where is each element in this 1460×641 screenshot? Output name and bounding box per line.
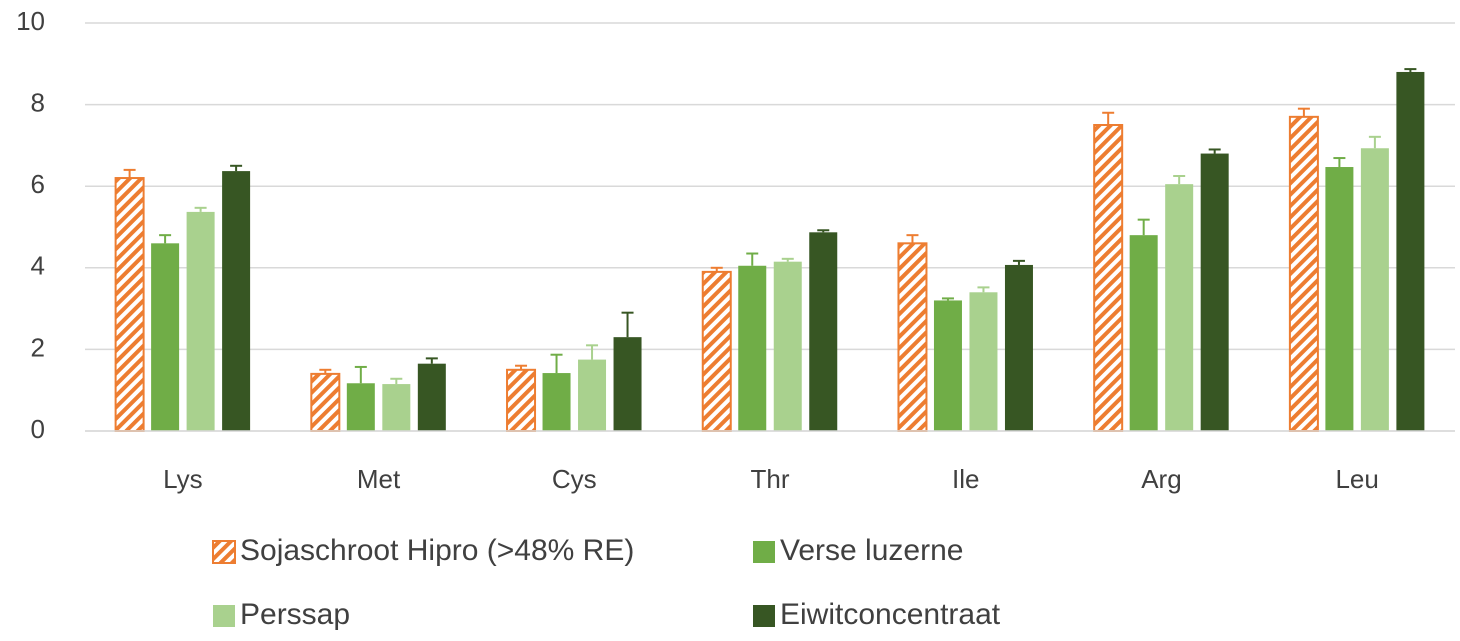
- bar: [933, 300, 962, 431]
- error-bar: [1368, 135, 1381, 149]
- bar: [738, 265, 767, 431]
- y-tick-label: 10: [16, 6, 45, 36]
- x-tick-label: Cys: [552, 464, 597, 494]
- bar: [1004, 264, 1033, 431]
- error-bar: [1102, 111, 1115, 125]
- bar: [1288, 115, 1319, 432]
- error-bar: [354, 365, 367, 384]
- bar: [1200, 153, 1229, 431]
- bar: [897, 242, 928, 432]
- error-bar: [1333, 157, 1346, 168]
- error-bar: [230, 164, 243, 172]
- bar: [809, 232, 838, 431]
- error-bar: [817, 229, 830, 233]
- bar: [346, 383, 375, 431]
- x-tick-label: Leu: [1335, 464, 1378, 494]
- error-bar: [194, 206, 207, 212]
- bar: [151, 243, 180, 431]
- bar: [1360, 148, 1389, 432]
- bar: [382, 384, 411, 431]
- error-bar: [1137, 218, 1150, 236]
- legend-swatch: [753, 605, 775, 627]
- legend-swatch: [213, 605, 235, 627]
- bar: [506, 368, 537, 432]
- legend-label: Eiwitconcentraat: [780, 598, 1001, 631]
- error-bar: [390, 377, 403, 385]
- error-bar: [1173, 175, 1186, 185]
- legend-label: Perssap: [240, 598, 350, 631]
- bar: [773, 261, 802, 431]
- error-bar: [941, 297, 954, 301]
- bar: [1325, 167, 1354, 432]
- x-tick-label: Ile: [952, 464, 979, 494]
- legend-swatch: [212, 540, 236, 564]
- y-tick-label: 8: [31, 87, 45, 117]
- error-bar: [710, 266, 723, 272]
- error-bar: [550, 353, 563, 374]
- error-bar: [123, 168, 136, 179]
- bar: [114, 177, 145, 432]
- bar: [1396, 71, 1425, 432]
- legend-label: Sojaschroot Hipro (>48% RE): [240, 534, 634, 567]
- error-bar: [1404, 68, 1417, 72]
- bar: [1165, 184, 1194, 431]
- x-tick-label: Arg: [1141, 464, 1181, 494]
- error-bar: [1208, 148, 1221, 154]
- bar: [1129, 235, 1158, 431]
- x-tick-label: Met: [357, 464, 401, 494]
- error-bar: [906, 234, 919, 244]
- x-tick-label: Thr: [751, 464, 790, 494]
- legend-swatch: [753, 541, 775, 563]
- bar: [186, 211, 215, 431]
- bar: [701, 270, 732, 432]
- error-bar: [1012, 259, 1025, 265]
- bar: [613, 337, 642, 431]
- error-bar: [425, 357, 438, 364]
- bar: [969, 292, 998, 431]
- y-tick-label: 6: [31, 169, 45, 199]
- y-tick-label: 4: [31, 251, 45, 281]
- bar: [222, 171, 251, 431]
- error-bar: [586, 344, 599, 360]
- error-bar: [621, 311, 634, 338]
- error-bar: [1297, 107, 1310, 117]
- bar: [578, 359, 607, 431]
- error-bar: [319, 368, 332, 374]
- bar: [417, 363, 446, 431]
- error-bar: [159, 234, 172, 244]
- bar: [542, 373, 571, 431]
- error-bar: [977, 286, 990, 293]
- error-bar: [746, 252, 759, 266]
- bar: [310, 372, 341, 433]
- legend-label: Verse luzerne: [780, 534, 963, 567]
- y-tick-label: 0: [31, 414, 45, 444]
- error-bar: [515, 364, 528, 370]
- bar: [1093, 124, 1124, 432]
- error-bar: [781, 257, 794, 262]
- y-tick-label: 2: [31, 332, 45, 362]
- x-tick-label: Lys: [163, 464, 203, 494]
